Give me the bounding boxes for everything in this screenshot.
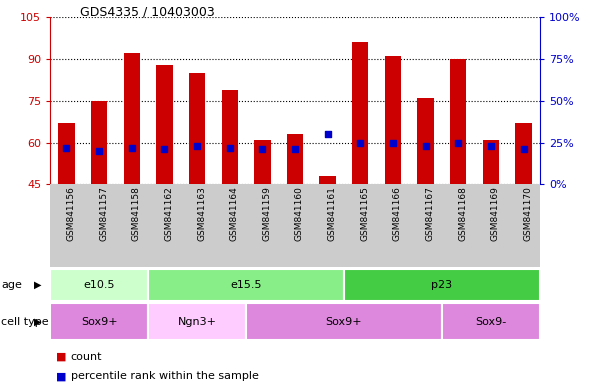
- Bar: [418, 98, 434, 184]
- Text: Sox9+: Sox9+: [81, 316, 117, 327]
- Text: Sox9+: Sox9+: [326, 316, 362, 327]
- Bar: [148, 303, 246, 340]
- Bar: [442, 303, 540, 340]
- Bar: [50, 269, 148, 301]
- Text: GSM841166: GSM841166: [393, 186, 402, 241]
- Bar: [385, 56, 401, 184]
- Text: GSM841167: GSM841167: [425, 186, 435, 241]
- Text: GSM841156: GSM841156: [67, 186, 76, 241]
- Bar: [124, 53, 140, 184]
- Text: p23: p23: [431, 280, 453, 290]
- Text: GSM841163: GSM841163: [197, 186, 206, 241]
- Text: GSM841170: GSM841170: [523, 186, 533, 241]
- Point: [127, 144, 136, 151]
- Bar: [352, 42, 368, 184]
- Text: GSM841157: GSM841157: [99, 186, 108, 241]
- Text: GSM841169: GSM841169: [491, 186, 500, 241]
- Point: [290, 146, 300, 152]
- Text: e10.5: e10.5: [83, 280, 115, 290]
- Bar: [483, 140, 499, 184]
- Point: [192, 143, 202, 149]
- Bar: [450, 59, 467, 184]
- Text: percentile rank within the sample: percentile rank within the sample: [71, 371, 258, 381]
- Text: GSM841168: GSM841168: [458, 186, 467, 241]
- Point: [225, 144, 234, 151]
- Point: [160, 146, 169, 152]
- Point: [486, 143, 496, 149]
- Bar: [320, 176, 336, 184]
- Bar: [287, 134, 303, 184]
- Text: GSM841162: GSM841162: [165, 186, 173, 241]
- Text: GSM841158: GSM841158: [132, 186, 141, 241]
- Text: ▶: ▶: [34, 316, 42, 327]
- Text: count: count: [71, 352, 102, 362]
- Point: [388, 139, 398, 146]
- Text: GSM841159: GSM841159: [263, 186, 271, 241]
- Text: Ngn3+: Ngn3+: [178, 316, 217, 327]
- Text: GSM841164: GSM841164: [230, 186, 239, 241]
- Text: GSM841161: GSM841161: [327, 186, 337, 241]
- Point: [356, 139, 365, 146]
- Point: [258, 146, 267, 152]
- Point: [323, 131, 332, 137]
- Text: ▶: ▶: [34, 280, 42, 290]
- Bar: [222, 90, 238, 184]
- Text: cell type: cell type: [1, 316, 49, 327]
- Bar: [246, 303, 442, 340]
- Point: [62, 144, 71, 151]
- Bar: [58, 123, 74, 184]
- Bar: [516, 123, 532, 184]
- Text: GSM841165: GSM841165: [360, 186, 369, 241]
- Bar: [254, 140, 270, 184]
- Text: age: age: [1, 280, 22, 290]
- Point: [454, 139, 463, 146]
- Bar: [189, 73, 205, 184]
- Text: GSM841160: GSM841160: [295, 186, 304, 241]
- Point: [94, 148, 104, 154]
- Point: [519, 146, 528, 152]
- Point: [421, 143, 430, 149]
- Text: ■: ■: [56, 352, 67, 362]
- Bar: [148, 269, 344, 301]
- Text: Sox9-: Sox9-: [476, 316, 506, 327]
- Bar: [344, 269, 540, 301]
- Text: e15.5: e15.5: [230, 280, 262, 290]
- Text: ■: ■: [56, 371, 67, 381]
- Text: GDS4335 / 10403003: GDS4335 / 10403003: [80, 6, 214, 19]
- Bar: [91, 101, 107, 184]
- Bar: [50, 303, 148, 340]
- Bar: [156, 65, 172, 184]
